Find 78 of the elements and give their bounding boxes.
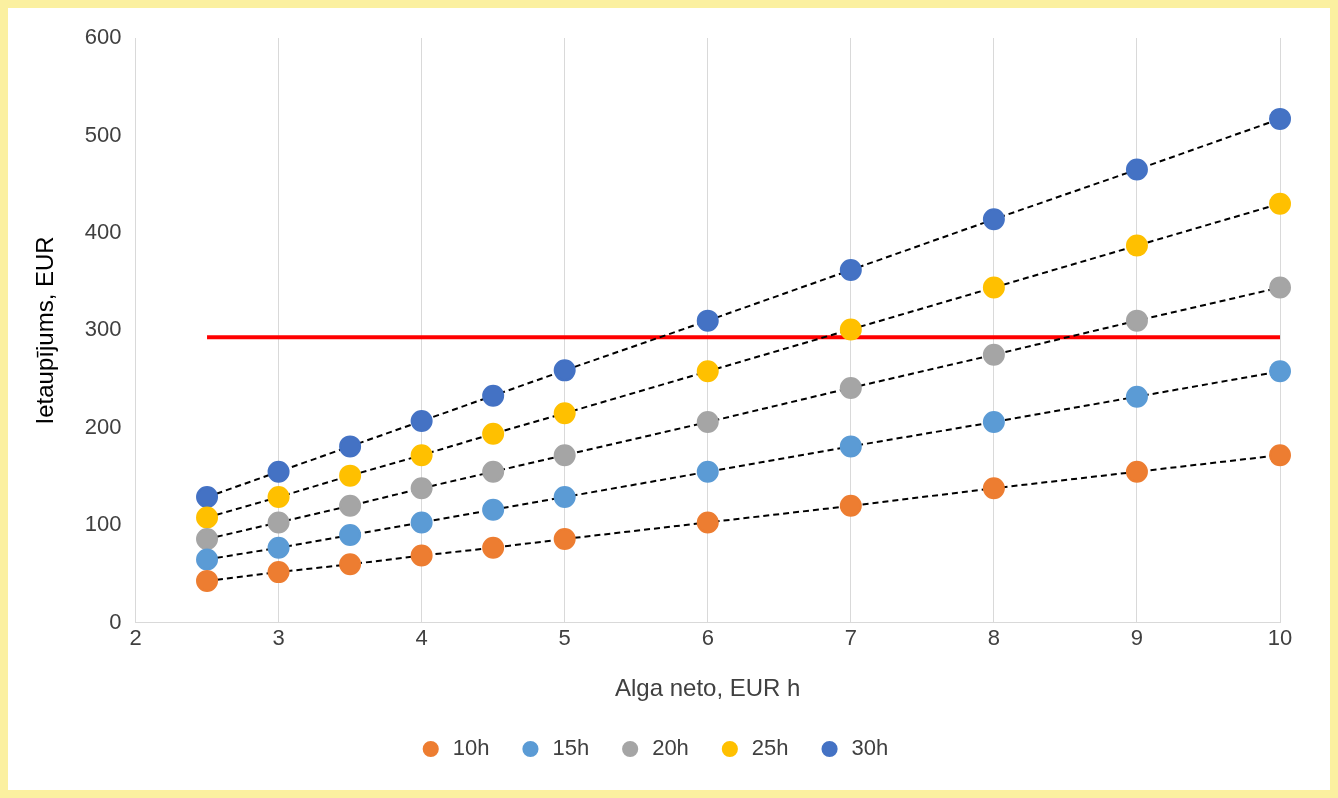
y-tick-label: 400 (84, 219, 122, 244)
point (1125, 309, 1148, 332)
x-tick-label: 10 (1267, 625, 1293, 651)
point (339, 494, 362, 517)
point (553, 527, 576, 550)
point (482, 384, 505, 407)
y-axis-title: Ietaupījums, EUR (31, 236, 59, 425)
point (553, 402, 576, 425)
point (267, 460, 290, 483)
point (982, 208, 1005, 231)
point (553, 444, 576, 467)
point (482, 422, 505, 445)
y-tick-label: 200 (84, 413, 122, 439)
x-tick-label: 9 (1130, 625, 1144, 651)
point (410, 477, 433, 500)
point (982, 477, 1005, 500)
y-tick-label: 600 (84, 24, 122, 50)
point (267, 511, 290, 534)
point (1125, 460, 1148, 483)
point (410, 410, 433, 433)
point (839, 494, 862, 517)
legend-label: 25h (751, 735, 789, 761)
point (553, 359, 576, 382)
legend-label: 20h (652, 735, 689, 761)
point (1269, 276, 1291, 299)
point (482, 536, 505, 559)
x-axis-title: Alga neto, EUR h (615, 674, 801, 702)
point (410, 544, 433, 567)
y-tick-label: 300 (84, 316, 122, 342)
point (1269, 360, 1291, 383)
x-tick-label: 3 (272, 625, 285, 651)
point (196, 486, 219, 509)
point (196, 527, 219, 550)
point (1269, 444, 1291, 467)
point (267, 536, 290, 559)
y-tick-label: 500 (84, 121, 122, 147)
point (839, 258, 862, 281)
y-tick-label: 100 (84, 511, 122, 537)
legend-label: 30h (851, 735, 889, 761)
point (410, 444, 433, 467)
point (339, 435, 362, 458)
point (982, 411, 1005, 434)
point (482, 498, 505, 521)
x-tick-label: 6 (701, 625, 714, 651)
y-tick-label: 0 (109, 608, 122, 634)
point (339, 464, 362, 487)
x-tick-label: 5 (558, 625, 571, 651)
point (339, 553, 362, 576)
point (982, 276, 1005, 299)
point (196, 548, 219, 571)
point (196, 506, 219, 529)
point (696, 411, 719, 434)
point (410, 511, 433, 534)
point (982, 343, 1005, 366)
point (839, 318, 862, 341)
x-tick-label: 8 (987, 625, 1000, 651)
point (267, 486, 290, 509)
point (696, 309, 719, 332)
point (1269, 107, 1291, 130)
point (696, 460, 719, 483)
point (839, 435, 862, 458)
x-tick-label: 2 (129, 625, 142, 651)
point (839, 376, 862, 399)
x-tick-label: 7 (844, 625, 857, 651)
point (482, 460, 505, 483)
point (1125, 385, 1148, 408)
point (1125, 234, 1148, 257)
point (267, 561, 290, 584)
point (696, 511, 719, 534)
point (1269, 192, 1291, 215)
point (1125, 158, 1148, 181)
legend-label: 10h (452, 735, 490, 761)
point (339, 524, 362, 547)
point (196, 569, 219, 592)
point (696, 360, 719, 383)
legend-label: 15h (552, 735, 590, 761)
x-tick-label: 4 (415, 625, 428, 651)
point (553, 486, 576, 509)
